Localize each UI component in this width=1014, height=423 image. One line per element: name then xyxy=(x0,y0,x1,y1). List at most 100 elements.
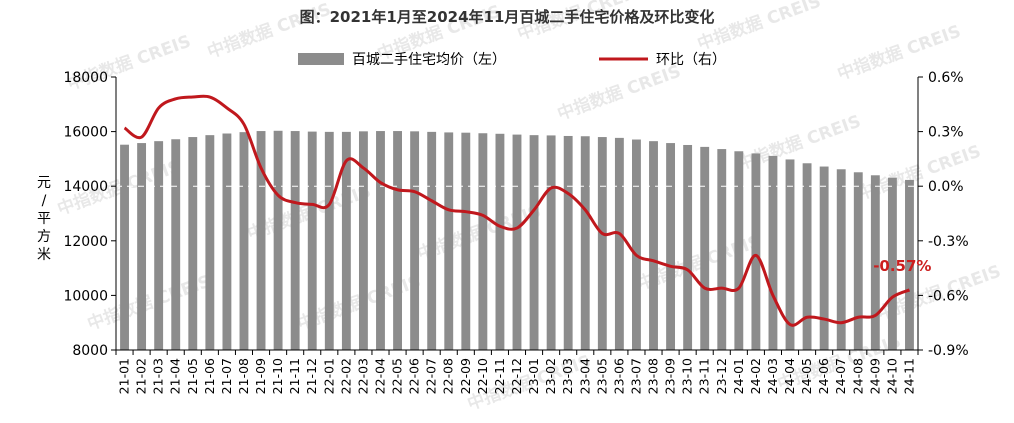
right-tick-label: -0.6% xyxy=(928,288,969,304)
x-tick-label: 24-05 xyxy=(799,358,814,394)
y-axis-label-char: / xyxy=(42,193,47,209)
bar xyxy=(358,131,368,350)
right-tick-label: -0.3% xyxy=(928,234,969,250)
chart-title: 图：2021年1月至2024年11月百城二手住宅价格及环比变化 xyxy=(300,8,715,26)
x-tick-label: 24-02 xyxy=(748,358,763,394)
bar xyxy=(853,172,863,350)
x-tick-label: 22-02 xyxy=(338,358,353,394)
x-tick-label: 24-09 xyxy=(867,358,882,394)
bar xyxy=(563,135,573,350)
bar xyxy=(546,135,556,350)
y-axis-label-char: 方 xyxy=(37,229,51,245)
left-tick-label: 8000 xyxy=(72,343,108,359)
x-tick-label: 22-01 xyxy=(321,358,336,394)
x-tick-label: 21-07 xyxy=(219,358,234,394)
x-tick-label: 21-01 xyxy=(117,358,132,394)
right-tick-label: 0.6% xyxy=(928,70,964,86)
bar xyxy=(870,175,880,350)
x-tick-label: 24-07 xyxy=(833,358,848,394)
x-tick-label: 24-04 xyxy=(782,358,797,394)
bar xyxy=(819,166,829,350)
x-tick-label: 21-06 xyxy=(202,358,217,394)
bar xyxy=(410,131,420,350)
y-axis-label: 元 / 平方米 xyxy=(37,175,51,263)
right-tick-label: -0.9% xyxy=(928,343,969,359)
x-tick-label: 22-11 xyxy=(492,358,507,394)
x-tick-label: 23-09 xyxy=(663,358,678,394)
y-axis-label-char: 米 xyxy=(37,247,51,263)
x-tick-label: 23-07 xyxy=(628,358,643,394)
bar xyxy=(734,151,744,350)
x-tick-label: 22-09 xyxy=(458,358,473,394)
bar xyxy=(120,144,129,350)
bar xyxy=(393,131,402,350)
x-axis-ticks: 21-01 21-02 21-03 21-04 21-05 21-06 21-07 21-08… xyxy=(115,350,919,394)
bar xyxy=(666,143,676,350)
x-tick-label: 24-08 xyxy=(850,358,865,394)
legend-bar-label: 百城二手住宅均价（左） xyxy=(352,52,506,68)
bar xyxy=(256,131,266,350)
x-tick-label: 22-08 xyxy=(441,358,456,394)
right-tick-label: 0.3% xyxy=(928,125,964,141)
bar-series xyxy=(120,130,914,350)
bar xyxy=(307,131,317,350)
x-tick-label: 23-06 xyxy=(611,358,626,394)
x-tick-label: 21-05 xyxy=(185,358,200,394)
right-tick-label: 0.0% xyxy=(928,179,964,195)
legend: 百城二手住宅均价（左） 环比（右） xyxy=(298,52,726,68)
right-axis-ticks: 0.6% 0.3% 0.0% -0.3% -0.6% -0.9% xyxy=(918,70,969,359)
y-axis-label-char: 元 xyxy=(37,175,51,191)
x-tick-label: 23-12 xyxy=(714,358,729,394)
left-axis-ticks: 18000 16000 14000 12000 10000 8000 xyxy=(63,70,116,359)
x-tick-label: 21-12 xyxy=(304,358,319,394)
x-tick-label: 22-03 xyxy=(355,358,370,394)
legend-line-label: 环比（右） xyxy=(656,52,726,68)
bar xyxy=(444,132,454,350)
bar xyxy=(205,135,215,350)
x-tick-label: 21-03 xyxy=(151,358,166,394)
y-axis-label-char: 平 xyxy=(37,211,51,227)
left-tick-label: 12000 xyxy=(63,234,108,250)
bar xyxy=(905,179,914,350)
bar xyxy=(461,132,471,350)
left-tick-label: 14000 xyxy=(63,179,108,195)
axes xyxy=(115,77,919,351)
bar xyxy=(427,131,437,350)
left-tick-label: 16000 xyxy=(63,125,108,141)
bar xyxy=(614,137,624,350)
x-tick-label: 23-03 xyxy=(560,358,575,394)
bar xyxy=(785,159,795,350)
bar xyxy=(597,137,607,350)
bar xyxy=(887,177,897,350)
x-tick-label: 22-07 xyxy=(424,358,439,394)
x-tick-label: 23-08 xyxy=(646,358,661,394)
bar xyxy=(154,141,164,350)
bar xyxy=(751,153,761,350)
x-tick-label: 24-03 xyxy=(765,358,780,394)
bar xyxy=(717,149,727,350)
bar xyxy=(768,155,778,350)
x-tick-label: 21-08 xyxy=(236,358,251,394)
watermark-text: 中指数据 CREIS xyxy=(555,61,684,125)
x-tick-label: 21-04 xyxy=(168,358,183,394)
bar xyxy=(836,169,846,350)
bar xyxy=(239,132,249,350)
x-tick-label: 23-10 xyxy=(680,358,695,394)
bar xyxy=(649,141,658,350)
series-line xyxy=(123,94,911,327)
bar xyxy=(188,137,198,350)
x-tick-label: 22-04 xyxy=(372,358,387,394)
left-tick-label: 10000 xyxy=(63,288,108,304)
bar xyxy=(802,163,812,350)
x-tick-label: 21-09 xyxy=(253,358,268,394)
bar xyxy=(495,133,505,350)
x-tick-label: 23-04 xyxy=(577,358,592,394)
bar xyxy=(632,139,641,350)
bar xyxy=(478,133,488,350)
x-tick-label: 24-01 xyxy=(731,358,746,394)
bar xyxy=(273,130,283,350)
bar xyxy=(700,146,710,350)
x-tick-label: 24-10 xyxy=(884,358,899,394)
